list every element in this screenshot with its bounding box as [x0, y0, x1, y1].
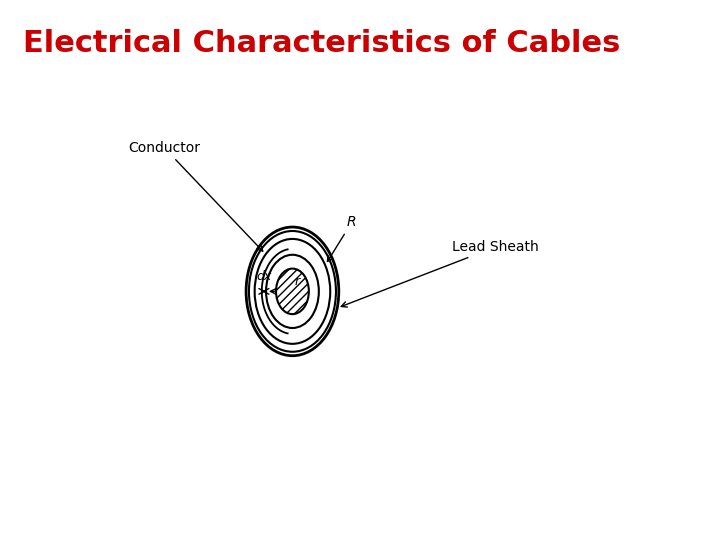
Text: Electrical Characteristics of Cables: Electrical Characteristics of Cables	[22, 30, 620, 58]
Text: Conductor: Conductor	[128, 141, 263, 251]
Text: x: x	[280, 271, 287, 284]
Text: dx: dx	[256, 271, 271, 284]
Text: r: r	[294, 275, 300, 288]
Text: Lead Sheath: Lead Sheath	[341, 240, 539, 307]
Text: R: R	[328, 215, 356, 261]
Ellipse shape	[276, 268, 309, 314]
